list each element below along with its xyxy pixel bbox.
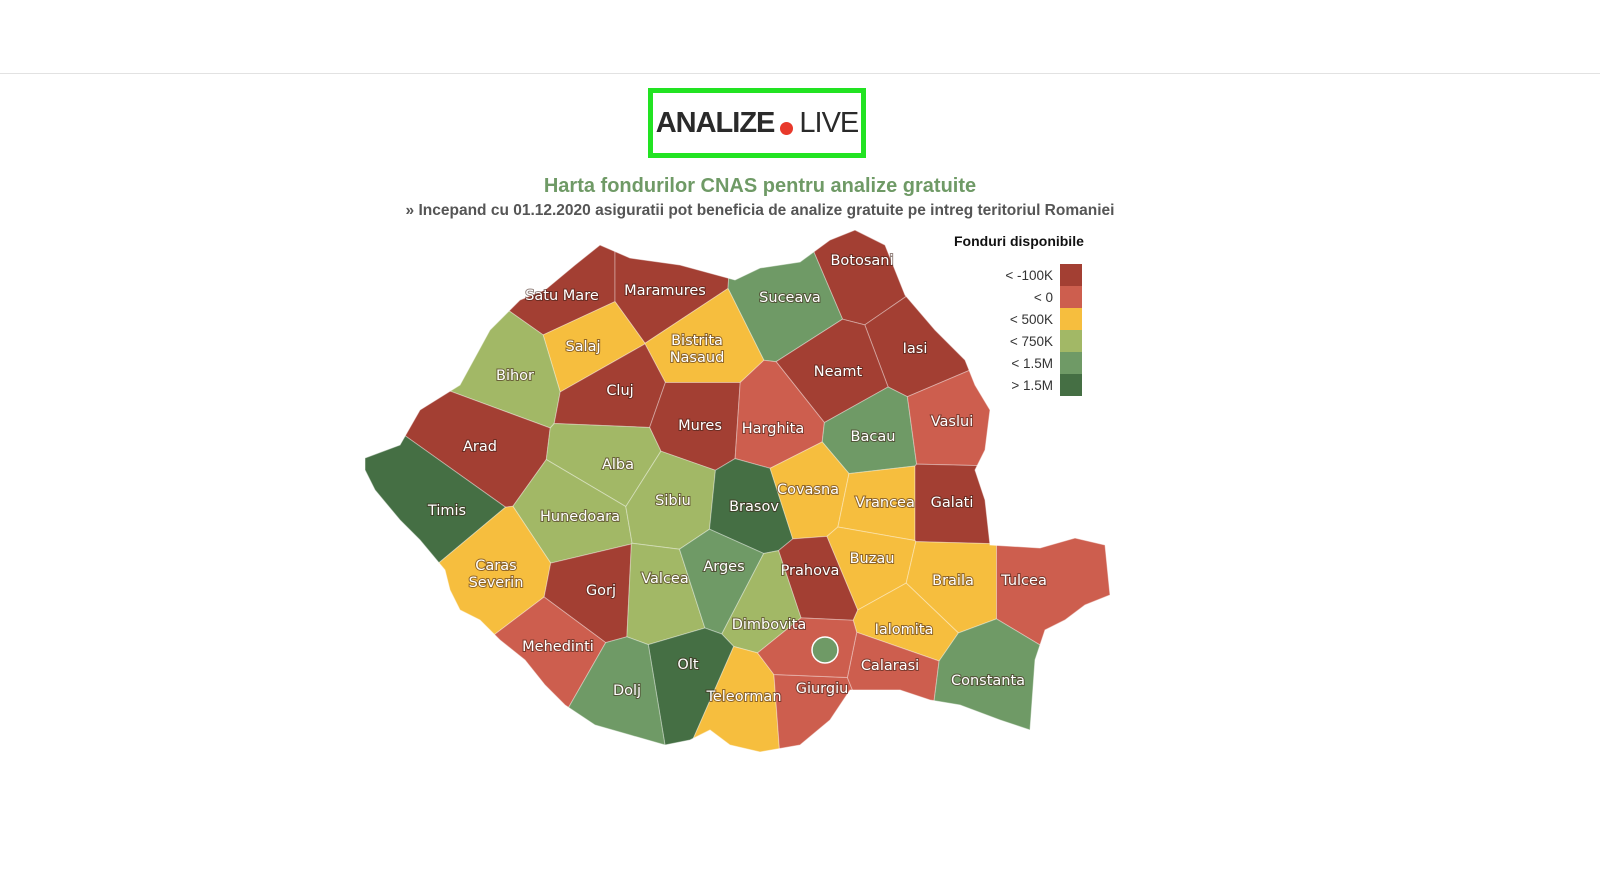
county-constanta[interactable] <box>923 618 1150 780</box>
logo-text-light: LIVE <box>799 106 859 139</box>
county-label-buzau: Buzau <box>850 551 895 567</box>
legend-label: < 500K <box>1010 312 1053 327</box>
county-label-gorj: Gorj <box>586 583 616 599</box>
logo-text-bold: ANALIZE <box>655 106 776 139</box>
county-label-arad: Arad <box>463 439 497 455</box>
county-label-sibiu: Sibiu <box>655 493 691 509</box>
county-label-dolj: Dolj <box>613 683 641 699</box>
county-label-olt: Olt <box>677 657 698 673</box>
county-label-bihor: Bihor <box>496 368 534 384</box>
county-label-hunedoara: Hunedoara <box>540 509 620 525</box>
county-label-prahova: Prahova <box>781 563 840 579</box>
county-label-valcea: Valcea <box>641 571 689 587</box>
county-label-salaj: Salaj <box>565 339 600 355</box>
county-label-iasi: Iasi <box>903 341 928 357</box>
legend-label: > 1.5M <box>1011 378 1053 393</box>
legend-label: < 750K <box>1010 334 1053 349</box>
legend-swatch <box>1060 264 1082 286</box>
map-title: Harta fondurilor CNAS pentru analize gra… <box>543 175 977 197</box>
county-arges[interactable] <box>678 528 765 635</box>
county-label-caras-severin: Caras Severin <box>469 558 524 591</box>
county-mehedinti[interactable] <box>302 596 607 780</box>
legend-swatch <box>1060 352 1082 374</box>
county-label-ialomita: Ialomita <box>875 622 934 638</box>
map-subtitle: » Incepand cu 01.12.2020 asiguratii pot … <box>405 202 1115 219</box>
logo-dot-icon <box>780 121 794 135</box>
legend-title: Fonduri disponibile <box>954 233 1084 249</box>
country-outline <box>364 229 1111 753</box>
county-label-neamt: Neamt <box>814 364 863 380</box>
county-label-covasna: Covasna <box>777 482 839 498</box>
county-label-satu-mare: Satu Mare <box>525 288 599 304</box>
legend-label: < 1.5M <box>1011 356 1053 371</box>
county-label-brasov: Brasov <box>729 499 779 515</box>
county-label-teleorman: Teleorman <box>705 689 781 705</box>
county-label-mures: Mures <box>678 418 722 434</box>
legend: Fonduri disponibile < -100K < 0 < 500K < 750… <box>954 233 1084 396</box>
legend-label: < 0 <box>1034 290 1053 305</box>
legend-swatch <box>1060 374 1082 396</box>
county-label-arges: Arges <box>703 559 744 575</box>
county-label-galati: Galati <box>931 495 974 511</box>
county-label-bistrita-nasaud: Bistrita Nasaud <box>670 333 725 366</box>
analize-live-logo[interactable]: ANALIZE LIVE <box>648 88 866 158</box>
county-label-braila: Braila <box>932 573 974 589</box>
county-label-constanta: Constanta <box>951 673 1025 689</box>
county-ilfov[interactable] <box>756 617 858 679</box>
county-satu-mare[interactable] <box>352 200 616 336</box>
county-label-maramures: Maramures <box>624 283 706 299</box>
county-label-timis: Timis <box>427 503 466 519</box>
county-label-tulcea: Tulcea <box>1000 573 1047 589</box>
county-label-botosani: Botosani <box>830 253 893 269</box>
county-label-calarasi: Calarasi <box>861 658 919 674</box>
legend-swatch <box>1060 308 1082 330</box>
county-label-dimbovita: Dimbovita <box>732 617 807 633</box>
county-label-cluj: Cluj <box>606 383 633 399</box>
top-bar <box>0 0 1600 74</box>
legend-label: < -100K <box>1005 268 1053 283</box>
county-bucuresti[interactable] <box>811 636 839 664</box>
county-label-bacau: Bacau <box>851 429 896 445</box>
county-label-alba: Alba <box>602 457 634 473</box>
county-label-mehedinti: Mehedinti <box>522 639 594 655</box>
county-label-vrancea: Vrancea <box>855 495 915 511</box>
county-label-giurgiu: Giurgiu <box>796 681 849 697</box>
county-label-vaslui: Vaslui <box>931 414 973 430</box>
county-label-suceava: Suceava <box>759 290 821 306</box>
county-label-harghita: Harghita <box>742 421 805 437</box>
legend-swatch <box>1060 330 1082 352</box>
legend-swatch <box>1060 286 1082 308</box>
